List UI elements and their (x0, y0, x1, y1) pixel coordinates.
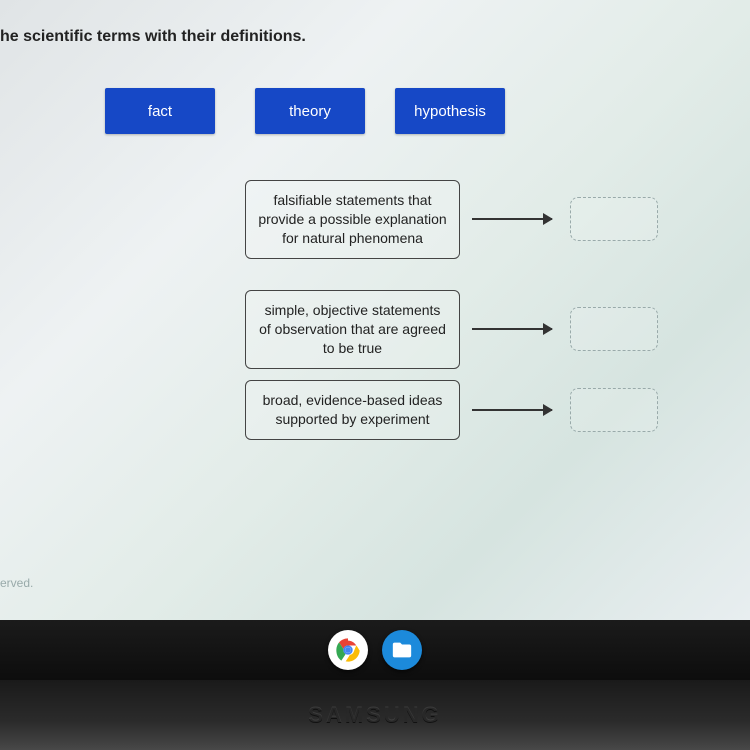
laptop-bezel: SAMSUNG (0, 680, 750, 750)
term-label: hypothesis (414, 103, 486, 120)
arrow-icon (472, 409, 552, 411)
drop-target[interactable] (570, 197, 658, 241)
instruction-text: he scientific terms with their definitio… (0, 28, 306, 46)
definition-box: broad, evidence-based ideas supported by… (245, 380, 460, 440)
arrow-icon (472, 328, 552, 330)
taskbar (0, 620, 750, 680)
term-label: fact (148, 103, 172, 120)
drop-target[interactable] (570, 307, 658, 351)
quiz-screen: he scientific terms with their definitio… (0, 0, 750, 620)
match-row: broad, evidence-based ideas supported by… (245, 380, 658, 440)
match-row: simple, objective statements of observat… (245, 290, 658, 369)
match-row: falsifiable statements that provide a po… (245, 180, 658, 259)
definition-box: simple, objective statements of observat… (245, 290, 460, 369)
chrome-icon[interactable] (328, 630, 368, 670)
term-tile-hypothesis[interactable]: hypothesis (395, 88, 505, 134)
drop-target[interactable] (570, 388, 658, 432)
term-tile-fact[interactable]: fact (105, 88, 215, 134)
definition-box: falsifiable statements that provide a po… (245, 180, 460, 259)
term-tile-theory[interactable]: theory (255, 88, 365, 134)
files-icon[interactable] (382, 630, 422, 670)
term-label: theory (289, 103, 331, 120)
arrow-icon (472, 218, 552, 220)
brand-label: SAMSUNG (308, 702, 441, 728)
copyright-fragment: erved. (0, 576, 33, 590)
